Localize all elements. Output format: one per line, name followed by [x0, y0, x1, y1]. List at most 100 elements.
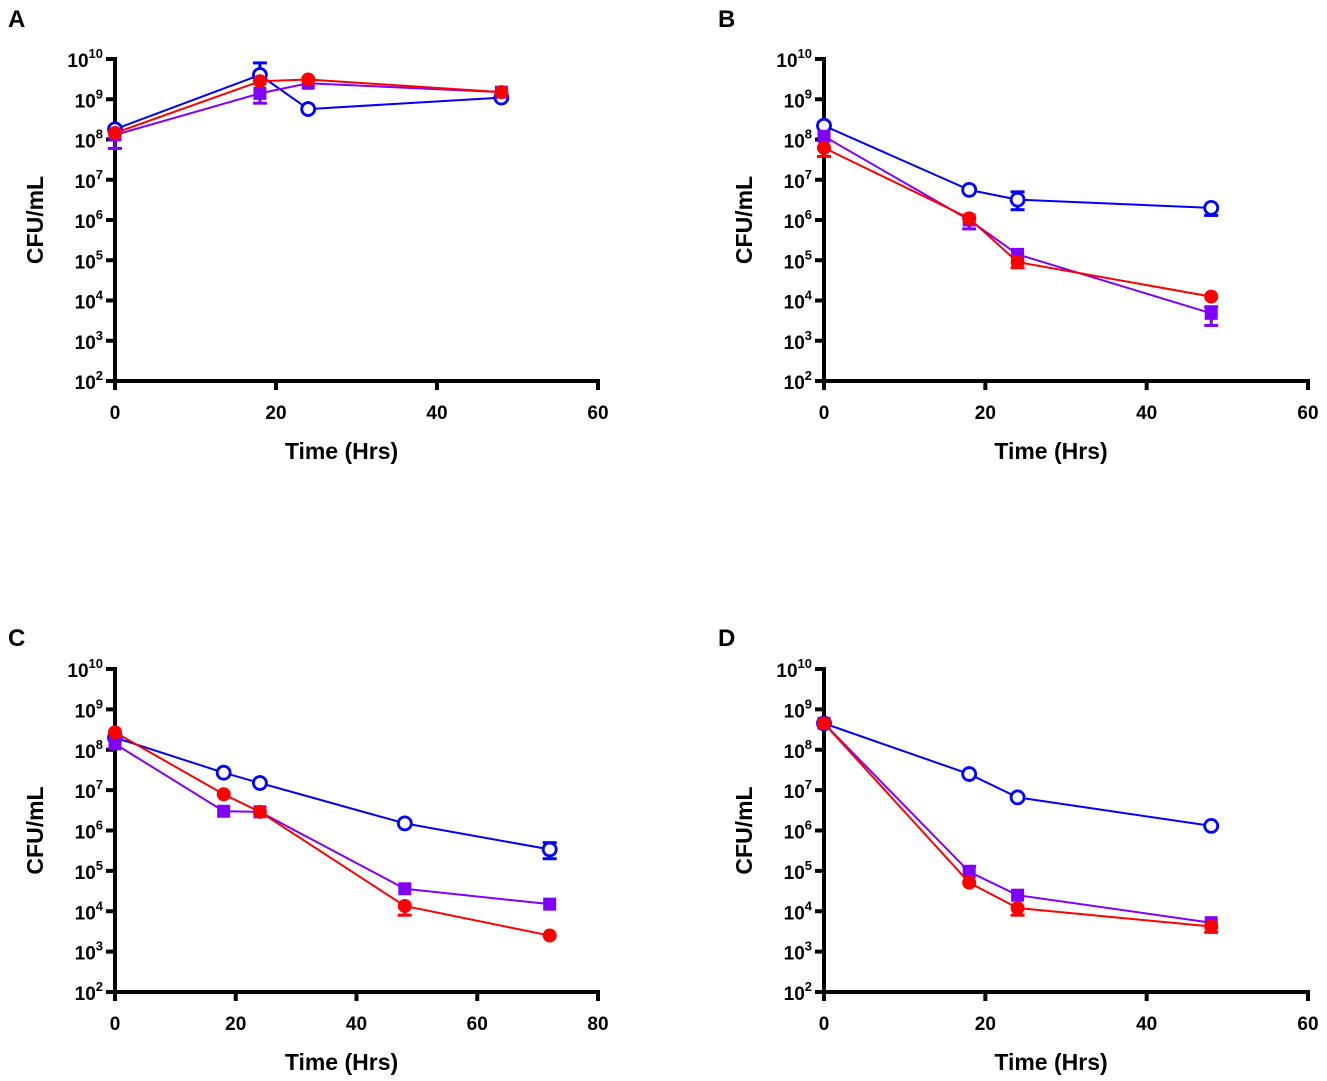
y-tick-label: 102: [75, 979, 103, 1005]
y-tick-label: 102: [75, 368, 103, 394]
data-point: [108, 126, 122, 141]
y-tick-label: 108: [75, 127, 103, 153]
x-axis-title: Time (Hrs): [994, 1049, 1107, 1075]
panel-letter: D: [718, 625, 735, 652]
y-tick-label: 104: [75, 288, 104, 314]
data-point: [217, 804, 231, 818]
series-line: [114, 82, 502, 136]
y-tick-label: 1010: [67, 46, 103, 72]
y-tick-label: 109: [75, 86, 103, 112]
y-tick-label: 106: [784, 207, 812, 233]
y-tick-label: 103: [75, 939, 103, 965]
y-axis-title: CFU/mL: [731, 176, 757, 264]
data-point: [1204, 289, 1219, 304]
data-point: [962, 875, 977, 890]
x-tick-label: 0: [110, 403, 121, 424]
y-tick-label: 107: [784, 167, 812, 193]
data-point: [962, 865, 976, 879]
y-tick-label: 103: [784, 939, 812, 965]
data-point: [397, 898, 412, 913]
data-point: [962, 211, 977, 226]
y-tick-label: 105: [75, 247, 103, 273]
data-point: [216, 787, 231, 802]
series-s3: [817, 716, 1219, 934]
series-s3: [817, 140, 1219, 304]
y-tick-label: 105: [784, 858, 812, 884]
data-point: [1203, 199, 1220, 216]
data-point: [215, 764, 232, 781]
x-tick-label: 20: [975, 403, 996, 424]
data-point: [398, 882, 412, 896]
series-line: [823, 722, 1212, 924]
data-point: [251, 775, 268, 791]
data-point: [1011, 888, 1025, 902]
data-point: [1010, 901, 1025, 916]
y-axis-title: CFU/mL: [731, 786, 757, 874]
data-point: [961, 766, 978, 782]
x-tick-label: 20: [975, 1014, 996, 1035]
y-tick-label: 107: [75, 777, 103, 803]
data-point: [1204, 306, 1218, 320]
data-point: [108, 737, 122, 751]
y-tick-label: 103: [784, 328, 812, 354]
y-axis-title: CFU/mL: [22, 176, 48, 264]
panel-d: D 102 103 104 105 106 107 108 109 1010 0 20 40 60 Time…: [718, 625, 1319, 1075]
y-tick-label: 105: [784, 247, 812, 273]
y-tick-label: 104: [75, 898, 104, 924]
data-point: [252, 74, 267, 89]
x-axis-title: Time (Hrs): [994, 438, 1107, 464]
x-tick-label: 60: [1297, 403, 1318, 424]
series-line: [823, 146, 1212, 298]
y-tick-label: 106: [75, 207, 103, 233]
series-s1: [107, 729, 558, 861]
data-point: [494, 85, 509, 100]
y-tick-label: 1010: [776, 46, 812, 72]
y-tick-label: 108: [784, 127, 812, 153]
data-point: [253, 86, 267, 100]
x-axis-title: Time (Hrs): [285, 438, 398, 464]
data-point: [961, 181, 978, 198]
series-line: [114, 731, 550, 937]
y-tick-label: 104: [784, 898, 813, 924]
x-tick-label: 60: [467, 1014, 488, 1035]
x-tick-label: 40: [1136, 403, 1157, 424]
data-point: [396, 815, 413, 832]
data-point: [542, 928, 557, 943]
data-point: [1204, 919, 1219, 934]
x-tick-label: 40: [1136, 1014, 1157, 1035]
y-tick-label: 106: [784, 818, 812, 844]
data-point: [817, 129, 831, 143]
y-tick-label: 108: [75, 737, 103, 763]
series-line: [823, 124, 1212, 209]
series-line: [114, 736, 550, 851]
y-tick-label: 102: [784, 979, 812, 1005]
series-line: [114, 78, 502, 134]
x-tick-label: 20: [265, 403, 286, 424]
data-point: [108, 725, 122, 740]
y-axis-title: CFU/mL: [22, 786, 48, 874]
series-s2: [817, 716, 1218, 930]
data-point: [1203, 817, 1220, 834]
x-tick-label: 40: [346, 1014, 367, 1035]
x-tick-label: 60: [1297, 1014, 1318, 1035]
series-s1: [816, 715, 1220, 834]
series-line: [114, 73, 502, 131]
x-axis-title: Time (Hrs): [285, 1049, 398, 1075]
y-tick-label: 107: [784, 777, 812, 803]
panel-letter: C: [8, 625, 25, 652]
y-tick-label: 103: [75, 328, 103, 354]
y-tick-label: 109: [784, 696, 812, 722]
panel-c: C 102 103 104 105 106 107 108 109 1010 0 20 40 60 80 Ti…: [8, 625, 609, 1075]
panel-a: A 102 103 104 105 106 107 108 109 1010 0 20 40 60 Time…: [8, 6, 609, 464]
y-tick-label: 106: [75, 818, 103, 844]
y-tick-label: 104: [784, 288, 813, 314]
x-tick-label: 40: [426, 403, 447, 424]
data-point: [1009, 789, 1026, 806]
data-point: [1010, 255, 1025, 270]
y-tick-label: 109: [784, 86, 812, 112]
y-tick-label: 108: [784, 737, 812, 763]
series-line: [114, 743, 550, 906]
data-point: [301, 72, 316, 87]
series-line: [823, 135, 1212, 315]
